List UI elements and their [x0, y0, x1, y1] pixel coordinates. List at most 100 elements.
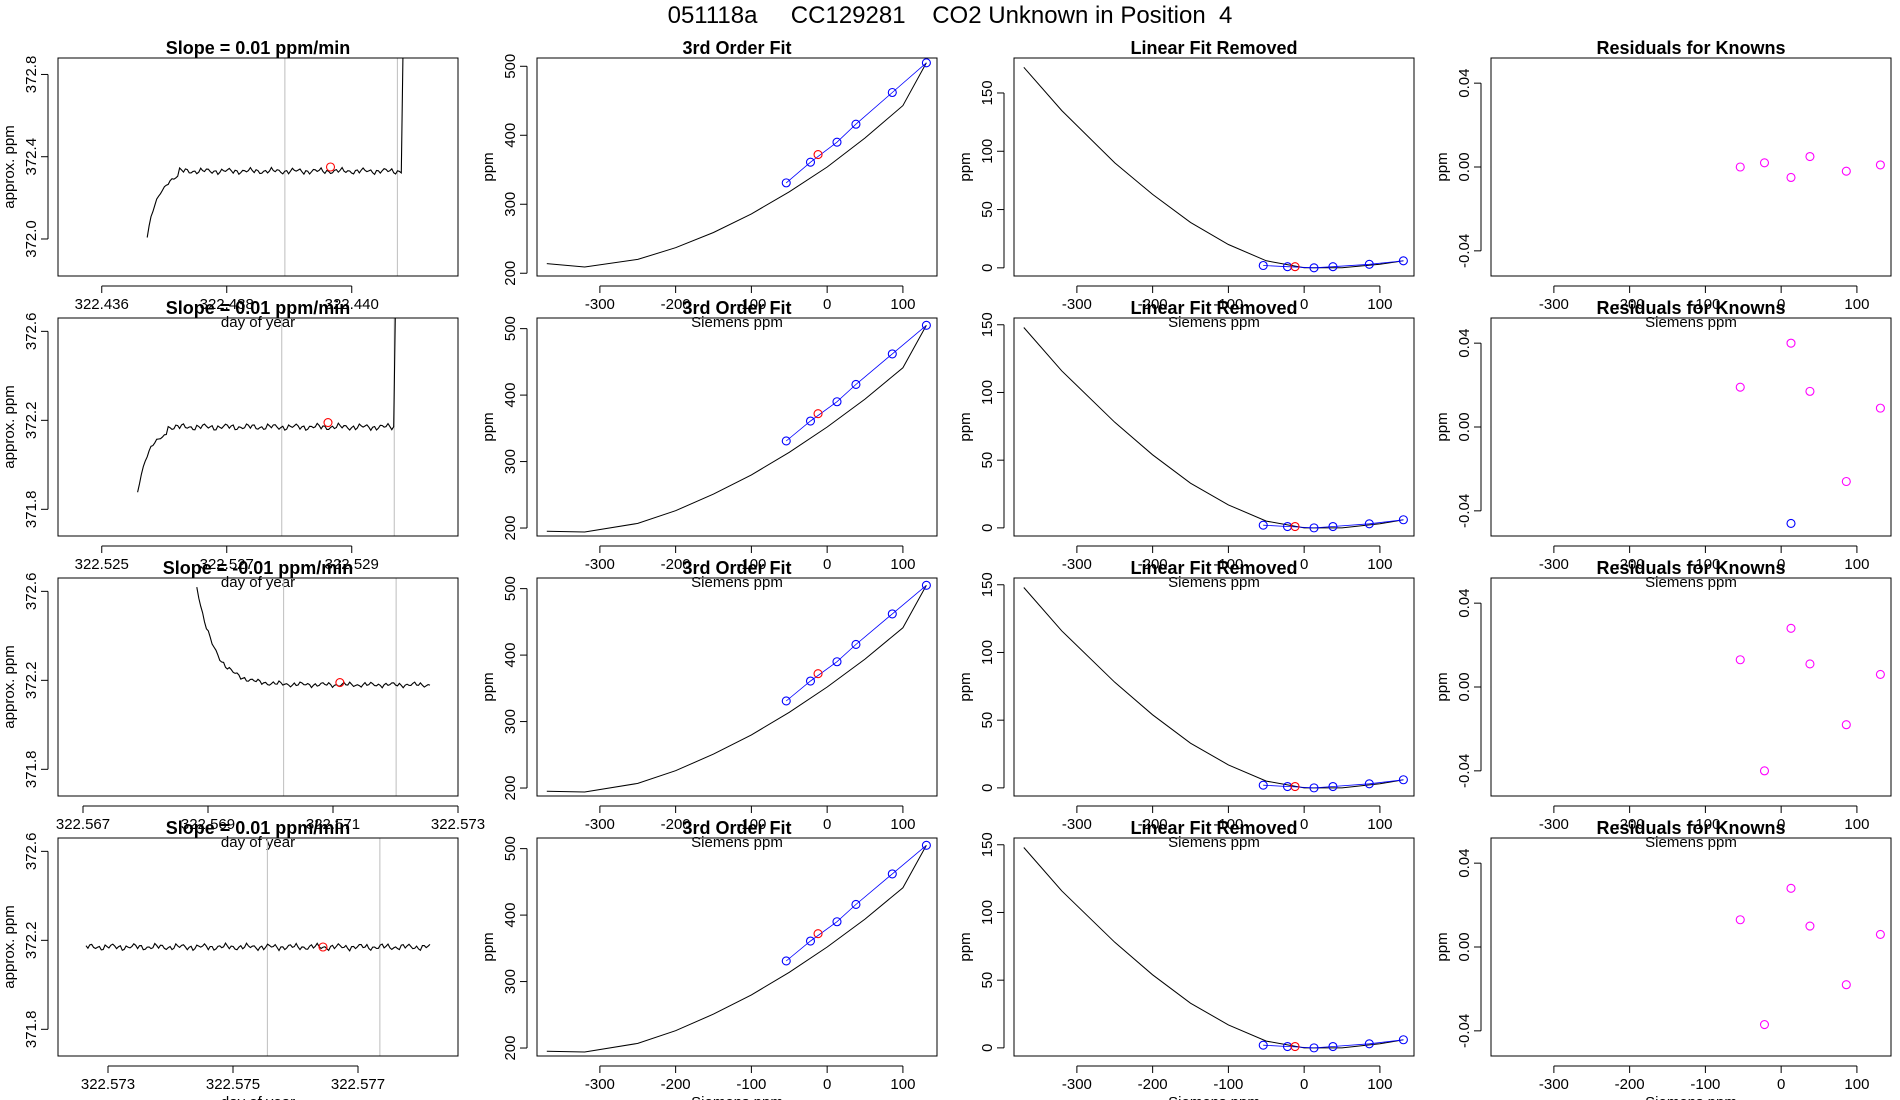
- y-tick-label: 0: [979, 524, 996, 532]
- y-tick-label: 372.8: [23, 56, 40, 94]
- y-tick-label: 372.6: [23, 573, 40, 611]
- x-tick-label: 100: [1367, 556, 1392, 573]
- known-point: [832, 137, 842, 147]
- y-tick-label: 400: [502, 903, 519, 928]
- unknown-point: [813, 409, 823, 419]
- x-tick-label: -100: [1690, 816, 1720, 833]
- y-axis-label: ppm: [957, 412, 974, 441]
- x-tick-label: 0: [1777, 556, 1785, 573]
- y-tick-label: 372.0: [23, 220, 40, 258]
- x-tick-label: -200: [1138, 1076, 1168, 1093]
- y-axis-label: ppm: [480, 932, 497, 961]
- known-point: [851, 119, 861, 129]
- x-tick-label: 322.575: [206, 1076, 260, 1093]
- plot-area: [1023, 327, 1408, 533]
- x-tick-label: -300: [585, 816, 615, 833]
- x-tick-label: -300: [1062, 296, 1092, 313]
- y-tick-label: 371.8: [23, 1011, 40, 1049]
- known-point: [887, 349, 897, 359]
- known-point: [1309, 523, 1319, 533]
- x-tick-label: -100: [1213, 1076, 1243, 1093]
- known-point: [851, 379, 861, 390]
- y-tick-label: 100: [979, 640, 996, 665]
- x-tick-label: 322.569: [181, 816, 235, 833]
- known-point: [805, 157, 816, 167]
- plot-frame: [1013, 57, 1415, 277]
- residual-point: [1875, 403, 1885, 413]
- panel-title: Residuals for Knowns: [1596, 298, 1785, 318]
- x-tick-label: 0: [1777, 816, 1785, 833]
- y-tick-label: 400: [502, 383, 519, 408]
- fit-curve: [1023, 66, 1404, 269]
- known-point: [851, 639, 861, 650]
- residual-point: [1875, 669, 1885, 679]
- residual-point: [1735, 162, 1745, 172]
- x-tick-label: 100: [1367, 816, 1392, 833]
- known-point: [832, 397, 842, 407]
- x-tick-label: -200: [1615, 816, 1645, 833]
- x-tick-label: -300: [585, 556, 615, 573]
- y-tick-label: 200: [502, 1036, 519, 1061]
- plot-frame: [1490, 577, 1892, 797]
- x-tick-label: 0: [1777, 296, 1785, 313]
- x-tick-label: 0: [823, 1076, 831, 1093]
- known-point: [1364, 779, 1374, 789]
- known-fit-line: [785, 324, 927, 442]
- panel-title: 3rd Order Fit: [682, 818, 791, 838]
- residual-point: [1759, 766, 1770, 776]
- y-tick-label: 150: [979, 80, 996, 105]
- plot-frame: [536, 577, 938, 797]
- known-point: [921, 840, 931, 850]
- x-tick-label: -100: [1213, 816, 1243, 833]
- plot-area: [1735, 338, 1885, 528]
- x-tick-label: 322.436: [75, 296, 129, 313]
- known-point: [781, 696, 791, 706]
- residual-point: [1759, 1020, 1770, 1030]
- residual-point: [1735, 382, 1745, 392]
- known-point: [921, 320, 931, 330]
- x-tick-label: -100: [736, 556, 766, 573]
- x-tick-label: 100: [890, 1076, 915, 1093]
- unknown-point: [1290, 1041, 1300, 1052]
- y-tick-label: 200: [502, 516, 519, 541]
- y-axis-label: ppm: [1434, 672, 1451, 701]
- x-tick-label: 322.440: [325, 296, 379, 313]
- plot-frame: [1490, 57, 1892, 277]
- x-tick-label: -200: [1615, 1076, 1645, 1093]
- y-tick-label: 500: [502, 576, 519, 601]
- x-tick-label: 322.573: [81, 1076, 135, 1093]
- residual-point: [1805, 151, 1815, 162]
- y-tick-label: -0.04: [1456, 1014, 1473, 1048]
- known-point: [781, 178, 791, 188]
- panel-title: Linear Fit Removed: [1130, 38, 1297, 58]
- known-point: [1398, 1035, 1408, 1045]
- y-tick-label: 50: [979, 452, 996, 469]
- y-tick-label: 372.2: [23, 662, 40, 700]
- x-tick-label: 100: [1844, 816, 1869, 833]
- y-tick-label: 400: [502, 643, 519, 668]
- x-tick-label: -100: [736, 1076, 766, 1093]
- data-series-line: [196, 587, 431, 689]
- known-point: [851, 899, 861, 910]
- x-tick-label: 100: [1844, 296, 1869, 313]
- known-point: [887, 869, 897, 879]
- y-axis-label: ppm: [480, 152, 497, 181]
- x-tick-label: -100: [1213, 556, 1243, 573]
- plot-area: [546, 58, 931, 268]
- plot-frame: [1013, 577, 1415, 797]
- panel-title: 3rd Order Fit: [682, 558, 791, 578]
- y-tick-label: 0.04: [1456, 849, 1473, 878]
- known-point: [1398, 775, 1408, 785]
- x-tick-label: -100: [736, 296, 766, 313]
- plot-frame: [57, 57, 459, 277]
- panel-9: Linear Fit Removed-300 -200 -100 0 100Siemen…: [957, 38, 1415, 331]
- residual-point: [1875, 929, 1885, 939]
- x-tick-label: -200: [1138, 816, 1168, 833]
- y-axis-label: approx. ppm: [1, 385, 18, 468]
- y-tick-label: 0.00: [1456, 152, 1473, 181]
- y-tick-label: 372.6: [23, 313, 40, 351]
- y-tick-label: 500: [502, 316, 519, 341]
- plot-area: [137, 318, 396, 536]
- known-fit-line: [785, 844, 927, 962]
